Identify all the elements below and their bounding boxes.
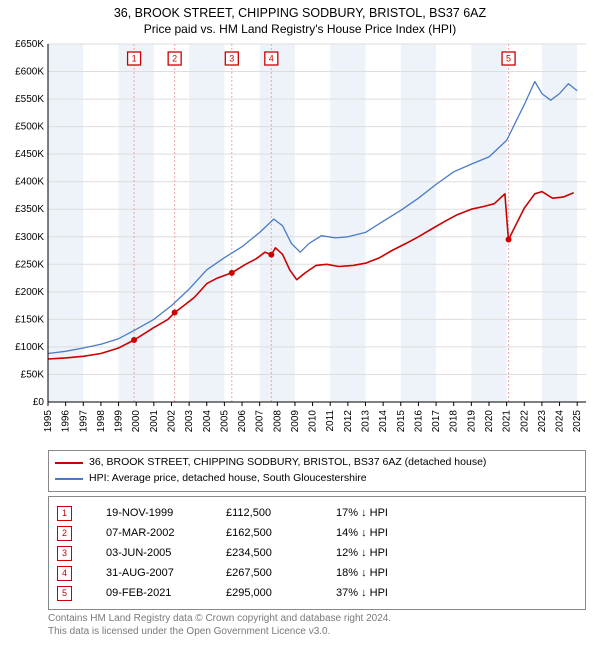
title-block: 36, BROOK STREET, CHIPPING SODBURY, BRIS… (0, 0, 600, 36)
chart-svg: £0£50K£100K£150K£200K£250K£300K£350K£400… (48, 44, 586, 424)
svg-text:2015: 2015 (396, 410, 407, 433)
svg-text:£50K: £50K (21, 369, 45, 380)
svg-text:2000: 2000 (131, 410, 142, 433)
svg-text:2002: 2002 (166, 410, 177, 433)
svg-text:2013: 2013 (361, 410, 372, 433)
sale-price: £234,500 (226, 547, 336, 559)
footer: Contains HM Land Registry data © Crown c… (48, 612, 391, 638)
svg-text:2017: 2017 (431, 410, 442, 433)
sale-diff: 37% ↓ HPI (336, 587, 456, 599)
sale-price: £112,500 (226, 507, 336, 519)
svg-text:£450K: £450K (15, 149, 44, 160)
svg-text:2023: 2023 (537, 410, 548, 433)
sale-row: 5 09-FEB-2021£295,00037% ↓ HPI (55, 583, 579, 603)
svg-text:2004: 2004 (202, 410, 213, 433)
svg-text:2: 2 (172, 54, 177, 64)
sale-date: 09-FEB-2021 (106, 587, 226, 599)
svg-text:£350K: £350K (15, 204, 44, 215)
sale-diff: 17% ↓ HPI (336, 507, 456, 519)
sale-marker: 3 (57, 546, 72, 561)
svg-text:1996: 1996 (61, 410, 72, 433)
sale-diff: 14% ↓ HPI (336, 527, 456, 539)
legend-label: 36, BROOK STREET, CHIPPING SODBURY, BRIS… (89, 455, 486, 471)
sale-row: 1 19-NOV-1999£112,50017% ↓ HPI (55, 503, 579, 523)
footer-line-2: This data is licensed under the Open Gov… (48, 625, 391, 638)
svg-text:1997: 1997 (78, 410, 89, 433)
svg-text:2006: 2006 (237, 410, 248, 433)
svg-text:2011: 2011 (325, 410, 336, 432)
svg-text:1998: 1998 (96, 410, 107, 433)
svg-text:2010: 2010 (308, 410, 319, 433)
chart-container: 36, BROOK STREET, CHIPPING SODBURY, BRIS… (0, 0, 600, 650)
svg-text:2012: 2012 (343, 410, 354, 433)
sale-diff: 12% ↓ HPI (336, 547, 456, 559)
svg-text:£650K: £650K (15, 39, 44, 50)
legend-row: HPI: Average price, detached house, Sout… (55, 471, 579, 487)
sale-marker: 2 (57, 526, 72, 541)
svg-text:2024: 2024 (555, 410, 566, 433)
svg-text:2005: 2005 (219, 410, 230, 433)
svg-text:1995: 1995 (43, 410, 54, 433)
title-line-1: 36, BROOK STREET, CHIPPING SODBURY, BRIS… (0, 6, 600, 20)
svg-text:2014: 2014 (378, 410, 389, 433)
legend-label: HPI: Average price, detached house, Sout… (89, 471, 367, 487)
svg-text:2021: 2021 (502, 410, 513, 433)
title-line-2: Price paid vs. HM Land Registry's House … (0, 22, 600, 36)
footer-line-1: Contains HM Land Registry data © Crown c… (48, 612, 391, 625)
svg-text:2020: 2020 (484, 410, 495, 433)
sale-date: 31-AUG-2007 (106, 567, 226, 579)
svg-text:£100K: £100K (15, 342, 44, 353)
svg-text:5: 5 (506, 54, 511, 64)
chart-area: £0£50K£100K£150K£200K£250K£300K£350K£400… (48, 44, 586, 424)
sale-price: £267,500 (226, 567, 336, 579)
sale-price: £295,000 (226, 587, 336, 599)
svg-text:3: 3 (229, 54, 234, 64)
svg-text:2001: 2001 (149, 410, 160, 433)
sale-row: 3 03-JUN-2005£234,50012% ↓ HPI (55, 543, 579, 563)
sale-price: £162,500 (226, 527, 336, 539)
sale-row: 4 31-AUG-2007£267,50018% ↓ HPI (55, 563, 579, 583)
svg-text:£550K: £550K (15, 94, 44, 105)
legend-row: 36, BROOK STREET, CHIPPING SODBURY, BRIS… (55, 455, 579, 471)
legend-swatch (55, 462, 83, 464)
svg-text:£0: £0 (33, 397, 45, 408)
sale-marker: 4 (57, 566, 72, 581)
svg-text:2008: 2008 (272, 410, 283, 433)
svg-text:2007: 2007 (255, 410, 266, 433)
svg-text:1: 1 (132, 54, 137, 64)
svg-text:£150K: £150K (15, 314, 44, 325)
svg-text:2016: 2016 (413, 410, 424, 433)
legend-box: 36, BROOK STREET, CHIPPING SODBURY, BRIS… (48, 450, 586, 492)
svg-text:2003: 2003 (184, 410, 195, 433)
svg-text:2025: 2025 (572, 410, 583, 433)
svg-text:£400K: £400K (15, 177, 44, 188)
sale-date: 03-JUN-2005 (106, 547, 226, 559)
svg-text:£250K: £250K (15, 259, 44, 270)
svg-text:£600K: £600K (15, 67, 44, 78)
svg-text:1999: 1999 (114, 410, 125, 433)
svg-text:2022: 2022 (519, 410, 530, 433)
svg-text:2019: 2019 (466, 410, 477, 433)
svg-text:2018: 2018 (449, 410, 460, 433)
sales-table: 1 19-NOV-1999£112,50017% ↓ HPI 2 07-MAR-200… (48, 496, 586, 610)
svg-text:4: 4 (269, 54, 274, 64)
svg-text:£500K: £500K (15, 122, 44, 133)
svg-text:£200K: £200K (15, 287, 44, 298)
sale-marker: 1 (57, 506, 72, 521)
sale-marker: 5 (57, 586, 72, 601)
svg-text:£300K: £300K (15, 232, 44, 243)
sale-diff: 18% ↓ HPI (336, 567, 456, 579)
legend-swatch (55, 478, 83, 480)
sale-date: 07-MAR-2002 (106, 527, 226, 539)
sale-row: 2 07-MAR-2002£162,50014% ↓ HPI (55, 523, 579, 543)
sale-date: 19-NOV-1999 (106, 507, 226, 519)
svg-text:2009: 2009 (290, 410, 301, 433)
